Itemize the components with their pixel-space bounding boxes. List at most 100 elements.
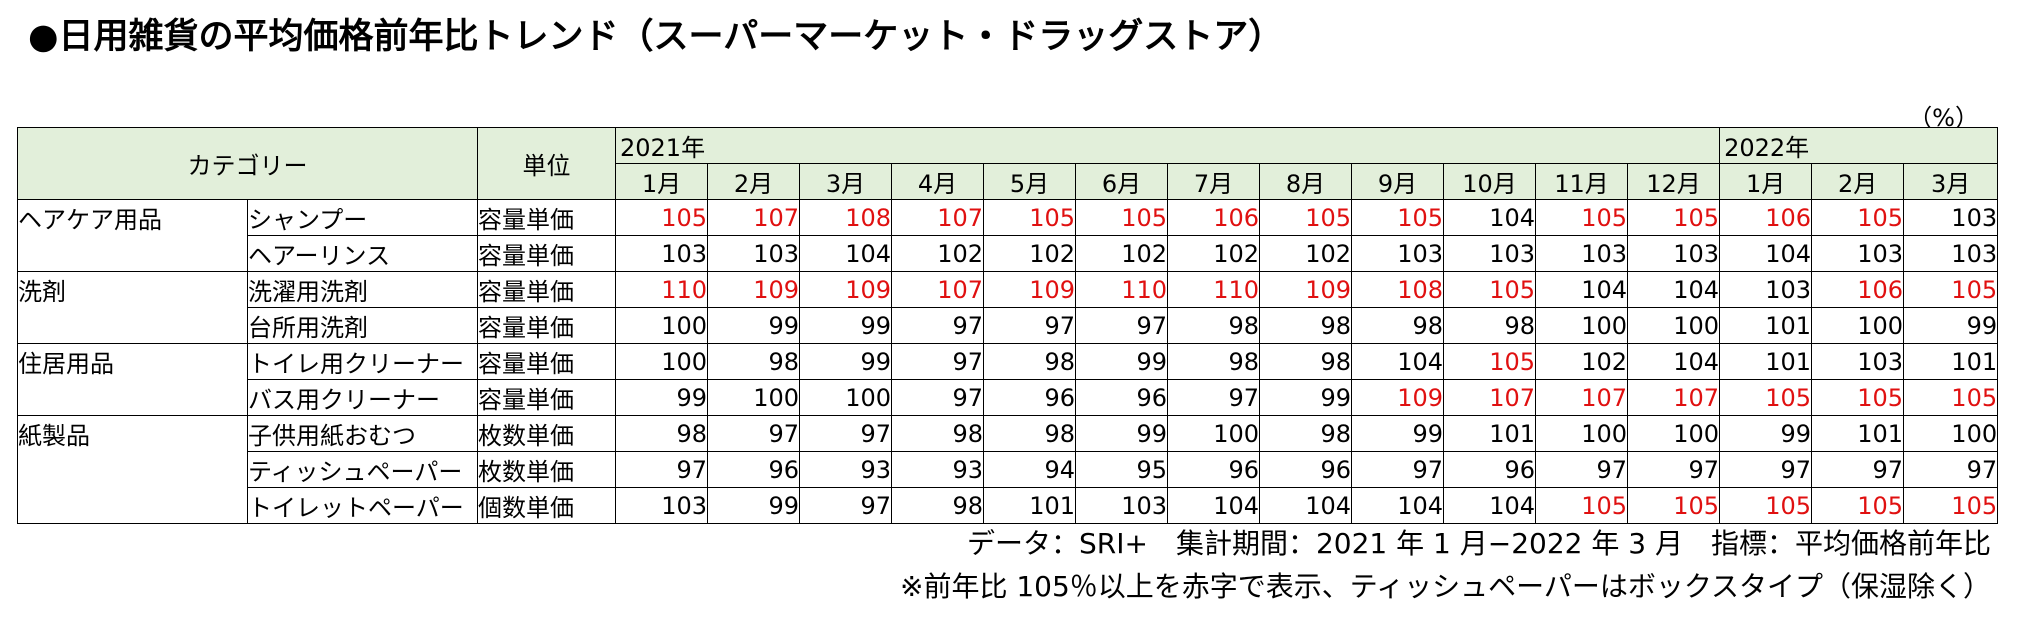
footnote-source: データ：SRI+ 集計期間：2021 年 1 月−2022 年 3 月 指標：平… <box>967 527 1991 560</box>
value-cell: 103 <box>1627 235 1721 272</box>
value-cell: 110 <box>615 271 708 308</box>
value-cell: 98 <box>1167 343 1260 380</box>
table-row: 住居用品 トイレ用クリーナー 容量単価 100 98 99 97 98 99 98 98 104 105… <box>17 343 1999 416</box>
value-cell: 105 <box>1903 271 1999 308</box>
table-row: ヘアーリンス 容量単価 103 103 104 102 102 102 102 102 103 103… <box>18 235 1999 272</box>
category-item: 台所用洗剤 <box>247 307 478 344</box>
value-cell: 109 <box>983 271 1076 308</box>
value-cell: 104 <box>1167 487 1260 524</box>
value-cell: 97 <box>1535 451 1628 488</box>
value-cell: 100 <box>1811 307 1905 344</box>
value-cell: 105 <box>983 199 1076 236</box>
value-cell: 97 <box>1167 379 1260 416</box>
value-cell: 110 <box>1075 271 1168 308</box>
unit-cell: 容量単価 <box>477 379 616 416</box>
value-cell: 101 <box>1811 415 1905 452</box>
footnote-legend: ※前年比 105％以上を赤字で表示、ティッシュペーパーはボックスタイプ（保湿除く… <box>899 570 1991 603</box>
value-cell: 99 <box>799 343 892 380</box>
value-cell: 105 <box>1903 379 1999 416</box>
value-cell: 100 <box>615 343 708 380</box>
value-cell: 99 <box>1075 343 1168 380</box>
value-cell: 102 <box>1535 343 1628 380</box>
header-month: 6月 <box>1075 163 1168 200</box>
value-cell: 102 <box>1167 235 1260 272</box>
value-cell: 97 <box>891 307 984 344</box>
unit-cell: 個数単価 <box>477 487 616 524</box>
value-cell: 100 <box>1627 415 1721 452</box>
value-cell: 100 <box>707 379 800 416</box>
category-item: 洗濯用洗剤 <box>247 271 478 308</box>
value-cell: 105 <box>1259 199 1352 236</box>
value-cell: 97 <box>983 307 1076 344</box>
header-month: 12月 <box>1626 163 1721 200</box>
value-cell: 100 <box>1167 415 1260 452</box>
value-cell: 97 <box>1903 451 1999 488</box>
value-cell: 107 <box>891 271 984 308</box>
value-cell: 107 <box>1443 379 1536 416</box>
table-row: トイレットペーパー 個数単価 103 99 97 98 101 103 104 104 104 104… <box>18 487 1999 524</box>
value-cell: 99 <box>799 307 892 344</box>
value-cell: 106 <box>1719 199 1813 236</box>
value-cell: 109 <box>1351 379 1444 416</box>
value-cell: 98 <box>983 343 1076 380</box>
value-cell: 103 <box>615 487 708 524</box>
category-group: 住居用品 <box>17 343 248 416</box>
header-month: 11月 <box>1535 163 1628 200</box>
value-cell: 98 <box>1259 307 1352 344</box>
table-row: バス用クリーナー 容量単価 99 100 100 97 96 96 97 99 109 107 107 1… <box>18 379 1999 416</box>
value-cell: 110 <box>1167 271 1260 308</box>
value-cell: 103 <box>1351 235 1444 272</box>
value-cell: 99 <box>707 487 800 524</box>
category-item: ティッシュペーパー <box>247 451 478 488</box>
price-trend-table: カテゴリー 単位 2021年 2022年 1月 2月 3月 4月 5月 6月 7月 8月 9月 1… <box>17 127 1999 524</box>
value-cell: 100 <box>1535 415 1628 452</box>
value-cell: 98 <box>891 415 984 452</box>
value-cell: 105 <box>1535 487 1628 524</box>
value-cell: 109 <box>1259 271 1352 308</box>
value-cell: 108 <box>1351 271 1444 308</box>
value-cell: 99 <box>1075 415 1168 452</box>
value-cell: 97 <box>1351 451 1444 488</box>
value-cell: 104 <box>1351 343 1444 380</box>
value-cell: 97 <box>615 451 708 488</box>
category-group: 洗剤 <box>17 271 248 344</box>
value-cell: 103 <box>1535 235 1628 272</box>
header-month: 4月 <box>891 163 984 200</box>
value-cell: 93 <box>799 451 892 488</box>
footnotes: データ：SRI+ 集計期間：2021 年 1 月−2022 年 3 月 指標：平… <box>900 522 1991 608</box>
value-cell: 107 <box>1535 379 1628 416</box>
value-cell: 97 <box>799 487 892 524</box>
value-cell: 105 <box>1719 487 1813 524</box>
value-cell: 109 <box>799 271 892 308</box>
value-cell: 96 <box>1075 379 1168 416</box>
value-cell: 105 <box>1627 487 1721 524</box>
value-cell: 105 <box>1719 379 1813 416</box>
header-month: 8月 <box>1259 163 1352 200</box>
table-row: ティッシュペーパー 枚数単価 97 96 93 93 94 95 96 96 97 96 97 97 97 9… <box>18 451 1999 488</box>
value-cell: 99 <box>1351 415 1444 452</box>
value-cell: 96 <box>1443 451 1536 488</box>
value-cell: 99 <box>1719 415 1813 452</box>
value-cell: 94 <box>983 451 1076 488</box>
value-cell: 98 <box>891 487 984 524</box>
value-cell: 104 <box>1535 271 1628 308</box>
header-unit: 単位 <box>477 127 616 200</box>
value-cell: 109 <box>707 271 800 308</box>
value-cell: 105 <box>1811 199 1905 236</box>
value-cell: 105 <box>1811 487 1905 524</box>
value-cell: 100 <box>1627 307 1721 344</box>
value-cell: 98 <box>1351 307 1444 344</box>
value-cell: 107 <box>707 199 800 236</box>
value-cell: 96 <box>1259 451 1352 488</box>
value-cell: 101 <box>983 487 1076 524</box>
header-month: 10月 <box>1443 163 1536 200</box>
header-year-2022: 2022年 <box>1719 127 1999 164</box>
category-item: バス用クリーナー <box>247 379 478 416</box>
header-category: カテゴリー <box>17 127 478 200</box>
unit-cell: 容量単価 <box>477 235 616 272</box>
category-item: トイレットペーパー <box>247 487 478 524</box>
value-cell: 96 <box>983 379 1076 416</box>
category-item: シャンプー <box>247 199 478 236</box>
value-cell: 105 <box>1903 487 1999 524</box>
value-cell: 97 <box>891 343 984 380</box>
